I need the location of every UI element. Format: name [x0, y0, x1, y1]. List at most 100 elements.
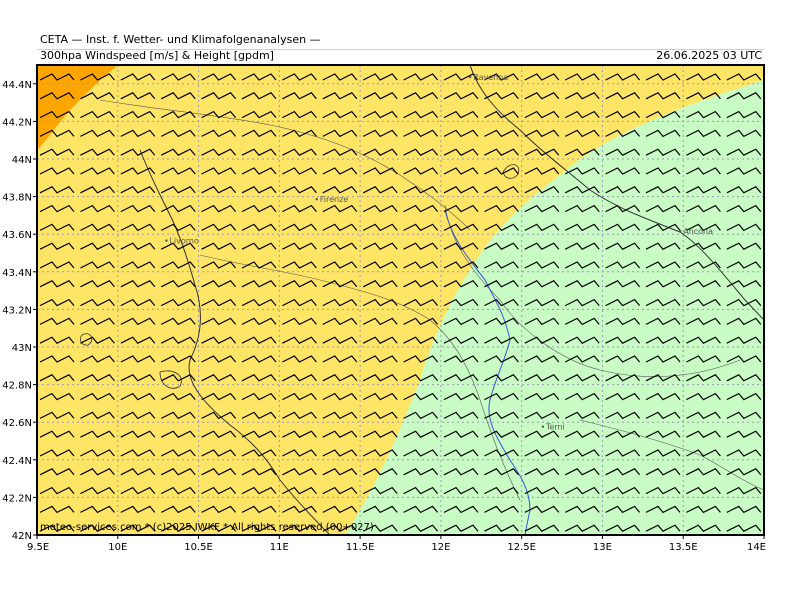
wind-barb-icon [564, 261, 600, 269]
wind-barb-icon [362, 73, 398, 81]
wind-zone-orange [37, 65, 118, 150]
wind-barb-icon [443, 486, 479, 495]
wind-barb-icon [645, 148, 681, 156]
wind-barb-icon [39, 92, 75, 100]
wind-barb-icon [443, 298, 479, 307]
wind-barb-icon [726, 317, 762, 326]
wind-barb-icon [726, 73, 762, 81]
wind-barb-icon [282, 110, 317, 119]
lat-tick-label: 42.2N [2, 493, 32, 504]
wind-barb-icon [645, 317, 681, 326]
wind-barb-icon [80, 392, 115, 401]
wind-barb-icon [484, 242, 519, 250]
wind-barb-icon [241, 374, 277, 382]
wind-barb-icon [201, 148, 237, 156]
wind-barb-icon [241, 204, 277, 213]
wind-barb-icon [39, 392, 75, 401]
wind-barb-icon [39, 336, 75, 344]
wind-barb-icon [80, 411, 115, 420]
wind-barb-icon [726, 468, 762, 476]
wind-barb-icon [241, 242, 277, 250]
lon-tick-label: 12.5E [507, 542, 536, 553]
wind-barb-icon [39, 505, 75, 514]
wind-barb-icon [686, 204, 721, 213]
wind-barb-icon [605, 468, 641, 476]
map-title: CETA — Inst. f. Wetter- und Klimafolgena… [40, 33, 321, 46]
wind-barb-icon [201, 505, 237, 514]
wind-barb-icon [160, 223, 196, 232]
wind-barb-icon [362, 298, 398, 307]
wind-barb-icon [322, 449, 358, 457]
wind-barb-icon [201, 449, 237, 457]
wind-barb-icon [524, 261, 560, 269]
wind-barb-icon [39, 411, 75, 420]
lon-tick-label: 14E [747, 542, 766, 553]
wind-barb-icon [524, 110, 560, 119]
wind-barb-icon [241, 298, 277, 307]
wind-barb-icon [605, 336, 641, 344]
wind-barb-icon [241, 430, 277, 438]
wind-barb-icon [686, 524, 721, 532]
city-marker [165, 239, 168, 242]
lat-tick-label: 43.2N [2, 305, 32, 316]
wind-barb-icon [241, 317, 277, 326]
wind-barb-icon [443, 261, 479, 269]
wind-barb-icon [686, 486, 721, 495]
wind-barb-icon [524, 298, 560, 307]
wind-barb-icon [120, 167, 156, 175]
lon-tick-label: 11.5E [346, 542, 375, 553]
wind-barb-icon [362, 167, 398, 175]
wind-barb-icon [403, 167, 439, 175]
wind-barb-icon [362, 336, 398, 344]
wind-barb-icon [120, 392, 156, 401]
wind-barbs [39, 73, 762, 532]
wind-barb-icon [564, 73, 600, 81]
wind-barb-icon [120, 355, 156, 363]
wind-barb-icon [484, 392, 519, 401]
wind-barb-icon [686, 336, 721, 344]
wind-barb-icon [524, 204, 560, 213]
wind-barb-icon [160, 73, 196, 81]
wind-barb-icon [403, 392, 439, 401]
wind-barb-icon [201, 298, 237, 307]
wind-barb-icon [201, 468, 237, 476]
wind-barb-icon [282, 374, 317, 382]
wind-barb-icon [282, 317, 317, 326]
wind-barb-icon [564, 167, 600, 175]
wind-barb-icon [80, 336, 115, 344]
wind-barb-icon [443, 223, 479, 232]
wind-barb-icon [686, 374, 721, 382]
wind-barb-icon [443, 524, 479, 532]
wind-barb-icon [80, 355, 115, 363]
wind-barb-icon [120, 204, 156, 213]
wind-barb-icon [282, 129, 317, 138]
wind-barb-icon [80, 449, 115, 457]
wind-barb-icon [39, 110, 75, 119]
wind-barb-icon [524, 355, 560, 363]
wind-barb-icon [362, 129, 398, 138]
wind-barb-icon [443, 242, 479, 250]
wind-barb-icon [80, 430, 115, 438]
city-marker [541, 425, 545, 428]
wind-barb-icon [564, 148, 600, 156]
wind-barb-icon [686, 92, 721, 100]
wind-barb-icon [605, 186, 641, 194]
wind-barb-icon [201, 223, 237, 232]
wind-barb-icon [605, 430, 641, 438]
wind-barb-icon [484, 486, 519, 495]
city-marker [679, 230, 682, 233]
wind-barb-icon [605, 280, 641, 288]
wind-barb-icon [564, 374, 600, 382]
wind-barb-icon [564, 336, 600, 344]
wind-barb-icon [443, 317, 479, 326]
wind-barb-icon [726, 242, 762, 250]
wind-barb-icon [322, 430, 358, 438]
wind-barb-icon [282, 242, 317, 250]
wind-barb-icon [605, 110, 641, 119]
wind-barb-icon [39, 204, 75, 213]
wind-barb-icon [39, 223, 75, 232]
wind-barb-icon [282, 186, 317, 194]
wind-barb-icon [443, 468, 479, 476]
wind-barb-icon [726, 204, 762, 213]
wind-barb-icon [160, 392, 196, 401]
